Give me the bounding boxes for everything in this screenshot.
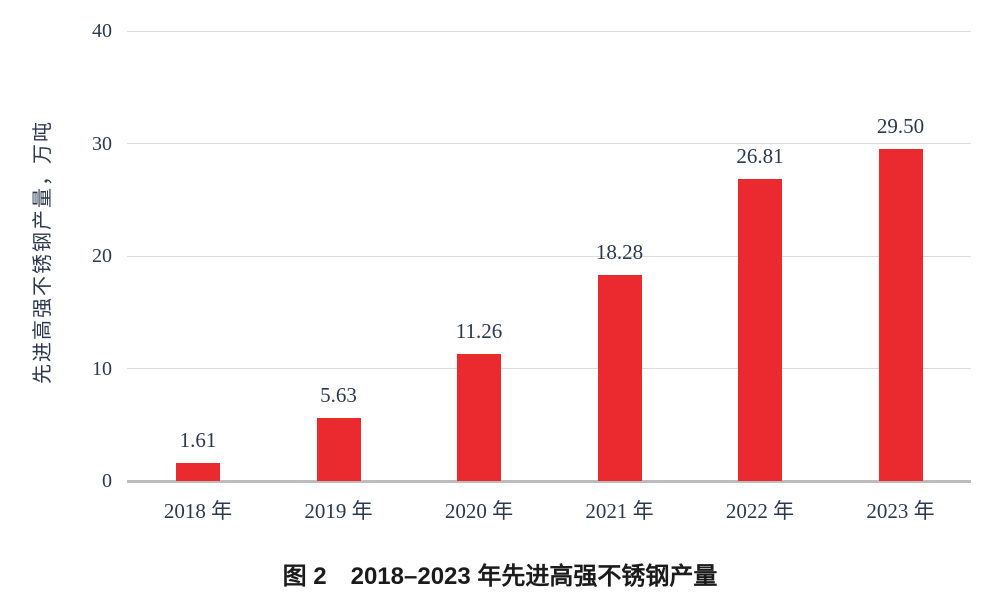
bar-2021年	[597, 275, 642, 481]
y-tick-label-0: 0	[102, 470, 112, 492]
y-tick-label-30: 30	[92, 132, 112, 155]
y-tick-label-10: 10	[92, 357, 112, 380]
bar-2022年	[738, 179, 782, 481]
x-axis-line	[127, 479, 971, 483]
x-tick-label: 2022 年	[725, 499, 795, 523]
x-tick-label: 2020 年	[444, 499, 514, 523]
x-tick-label: 2019 年	[304, 499, 373, 523]
gridline-20	[127, 255, 971, 257]
gridline-40	[127, 30, 971, 32]
bar-2020年	[457, 354, 501, 481]
gridline-30	[127, 143, 971, 144]
y-tick-label-40: 40	[92, 20, 112, 42]
bar-value-label: 26.81	[736, 144, 784, 169]
x-tick-label: 2023 年	[866, 499, 935, 523]
bar-value-label: 29.50	[876, 114, 925, 139]
x-tick-label: 2021 年	[585, 499, 654, 523]
bar-2018年	[176, 462, 220, 481]
plot-area: 1.61 2018 年 5.63 2019 年 11.26 2020 年 18.28 2021…	[127, 30, 971, 523]
bar-value-label: 11.26	[455, 319, 503, 344]
figure-caption: 图 2 2018–2023 年先进高强不锈钢产量	[282, 563, 718, 590]
bar-value-label: 1.61	[179, 427, 217, 452]
bar-value-label: 5.63	[320, 382, 357, 407]
gridline-10	[127, 368, 971, 369]
bar-value-label: 18.28	[595, 240, 644, 265]
bar-2019年	[316, 417, 361, 481]
y-tick-label-20: 20	[92, 245, 112, 267]
x-tick-label: 2018 年	[163, 499, 233, 523]
bar-2023年	[878, 149, 923, 481]
